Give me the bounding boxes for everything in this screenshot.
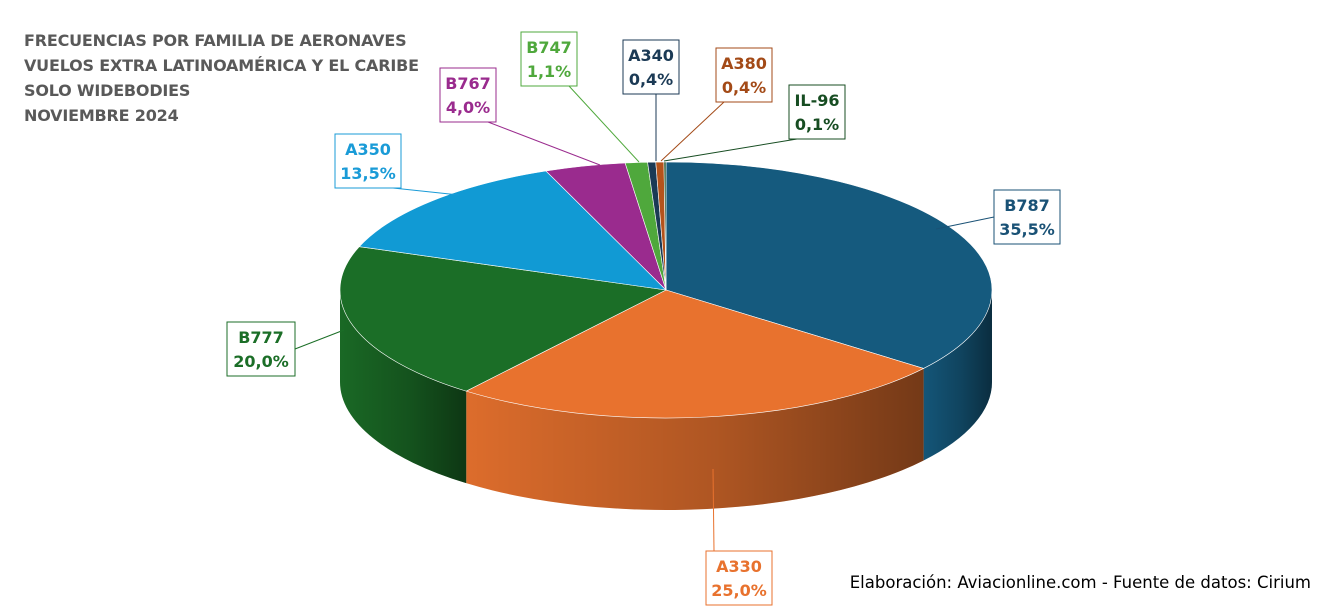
pie-slice-b787: [665, 161, 993, 369]
data-label-name-a350: A350: [345, 140, 391, 159]
data-label-value-a340: 0,4%: [629, 70, 673, 89]
leader-line-a330: [712, 468, 715, 552]
pie-slice-il-96: [663, 161, 667, 291]
leader-line-b767: [487, 121, 601, 166]
data-label-name-b777: B777: [238, 328, 284, 347]
leader-line-b747: [568, 85, 640, 163]
data-label-value-il-96: 0,1%: [795, 115, 839, 134]
data-label-box-il-96: [788, 84, 846, 140]
data-label-value-b787: 35,5%: [999, 220, 1055, 239]
pie-slices: [339, 161, 993, 419]
data-label-value-a350: 13,5%: [340, 164, 396, 183]
pie-side-shade-b777: [340, 290, 467, 484]
pie-slice-a350: [358, 170, 667, 291]
data-label-value-a330: 25,0%: [711, 581, 767, 600]
chart-title: FRECUENCIAS POR FAMILIA DE AERONAVES VUE…: [24, 28, 419, 128]
pie-slice-b777: [339, 246, 667, 392]
data-label-box-b767: [439, 67, 497, 123]
title-line-4: NOVIEMBRE 2024: [24, 106, 179, 125]
pie-side-shade-a330: [466, 368, 924, 510]
data-label-box-a330: [705, 550, 773, 606]
data-label-value-a380: 0,4%: [722, 78, 766, 97]
data-label-name-a340: A340: [628, 46, 674, 65]
data-label-name-b787: B787: [1004, 196, 1050, 215]
data-label-box-a380: [715, 47, 773, 103]
pie-slice-a330: [465, 289, 925, 419]
leader-line-b787: [935, 216, 995, 230]
data-label-value-b767: 4,0%: [446, 98, 490, 117]
leader-line-b777: [294, 329, 345, 350]
leader-lines: [294, 85, 995, 552]
data-label-box-b787: [993, 189, 1061, 245]
data-label-name-a330: A330: [716, 557, 762, 576]
data-label-box-a350: [334, 133, 402, 189]
title-line-3: SOLO WIDEBODIES: [24, 81, 191, 100]
data-labels: B787 35,5% A330 25,0% B777 20,0% A350 13,5% B767…: [226, 31, 1061, 606]
data-label-value-b747: 1,1%: [527, 62, 571, 81]
data-label-name-a380: A380: [721, 54, 767, 73]
pie-side-shade-b787: [923, 290, 992, 461]
leader-line-a380: [660, 101, 725, 162]
data-label-name-b747: B747: [526, 38, 572, 57]
data-label-box-b777: [226, 321, 296, 377]
data-label-value-b777: 20,0%: [233, 352, 289, 371]
source-credit: Elaboración: Aviacionline.com - Fuente d…: [849, 573, 1311, 592]
title-line-1: FRECUENCIAS POR FAMILIA DE AERONAVES: [24, 31, 407, 50]
data-label-name-b767: B767: [445, 74, 491, 93]
title-line-2: VUELOS EXTRA LATINOAMÉRICA Y EL CARIBE: [24, 56, 419, 75]
data-label-box-a340: [622, 39, 680, 95]
data-label-box-b747: [520, 31, 578, 87]
leader-line-a350: [392, 187, 460, 196]
data-label-name-il-96: IL-96: [794, 91, 839, 110]
pie-sides: [340, 290, 992, 510]
leader-line-il-96: [663, 138, 798, 162]
